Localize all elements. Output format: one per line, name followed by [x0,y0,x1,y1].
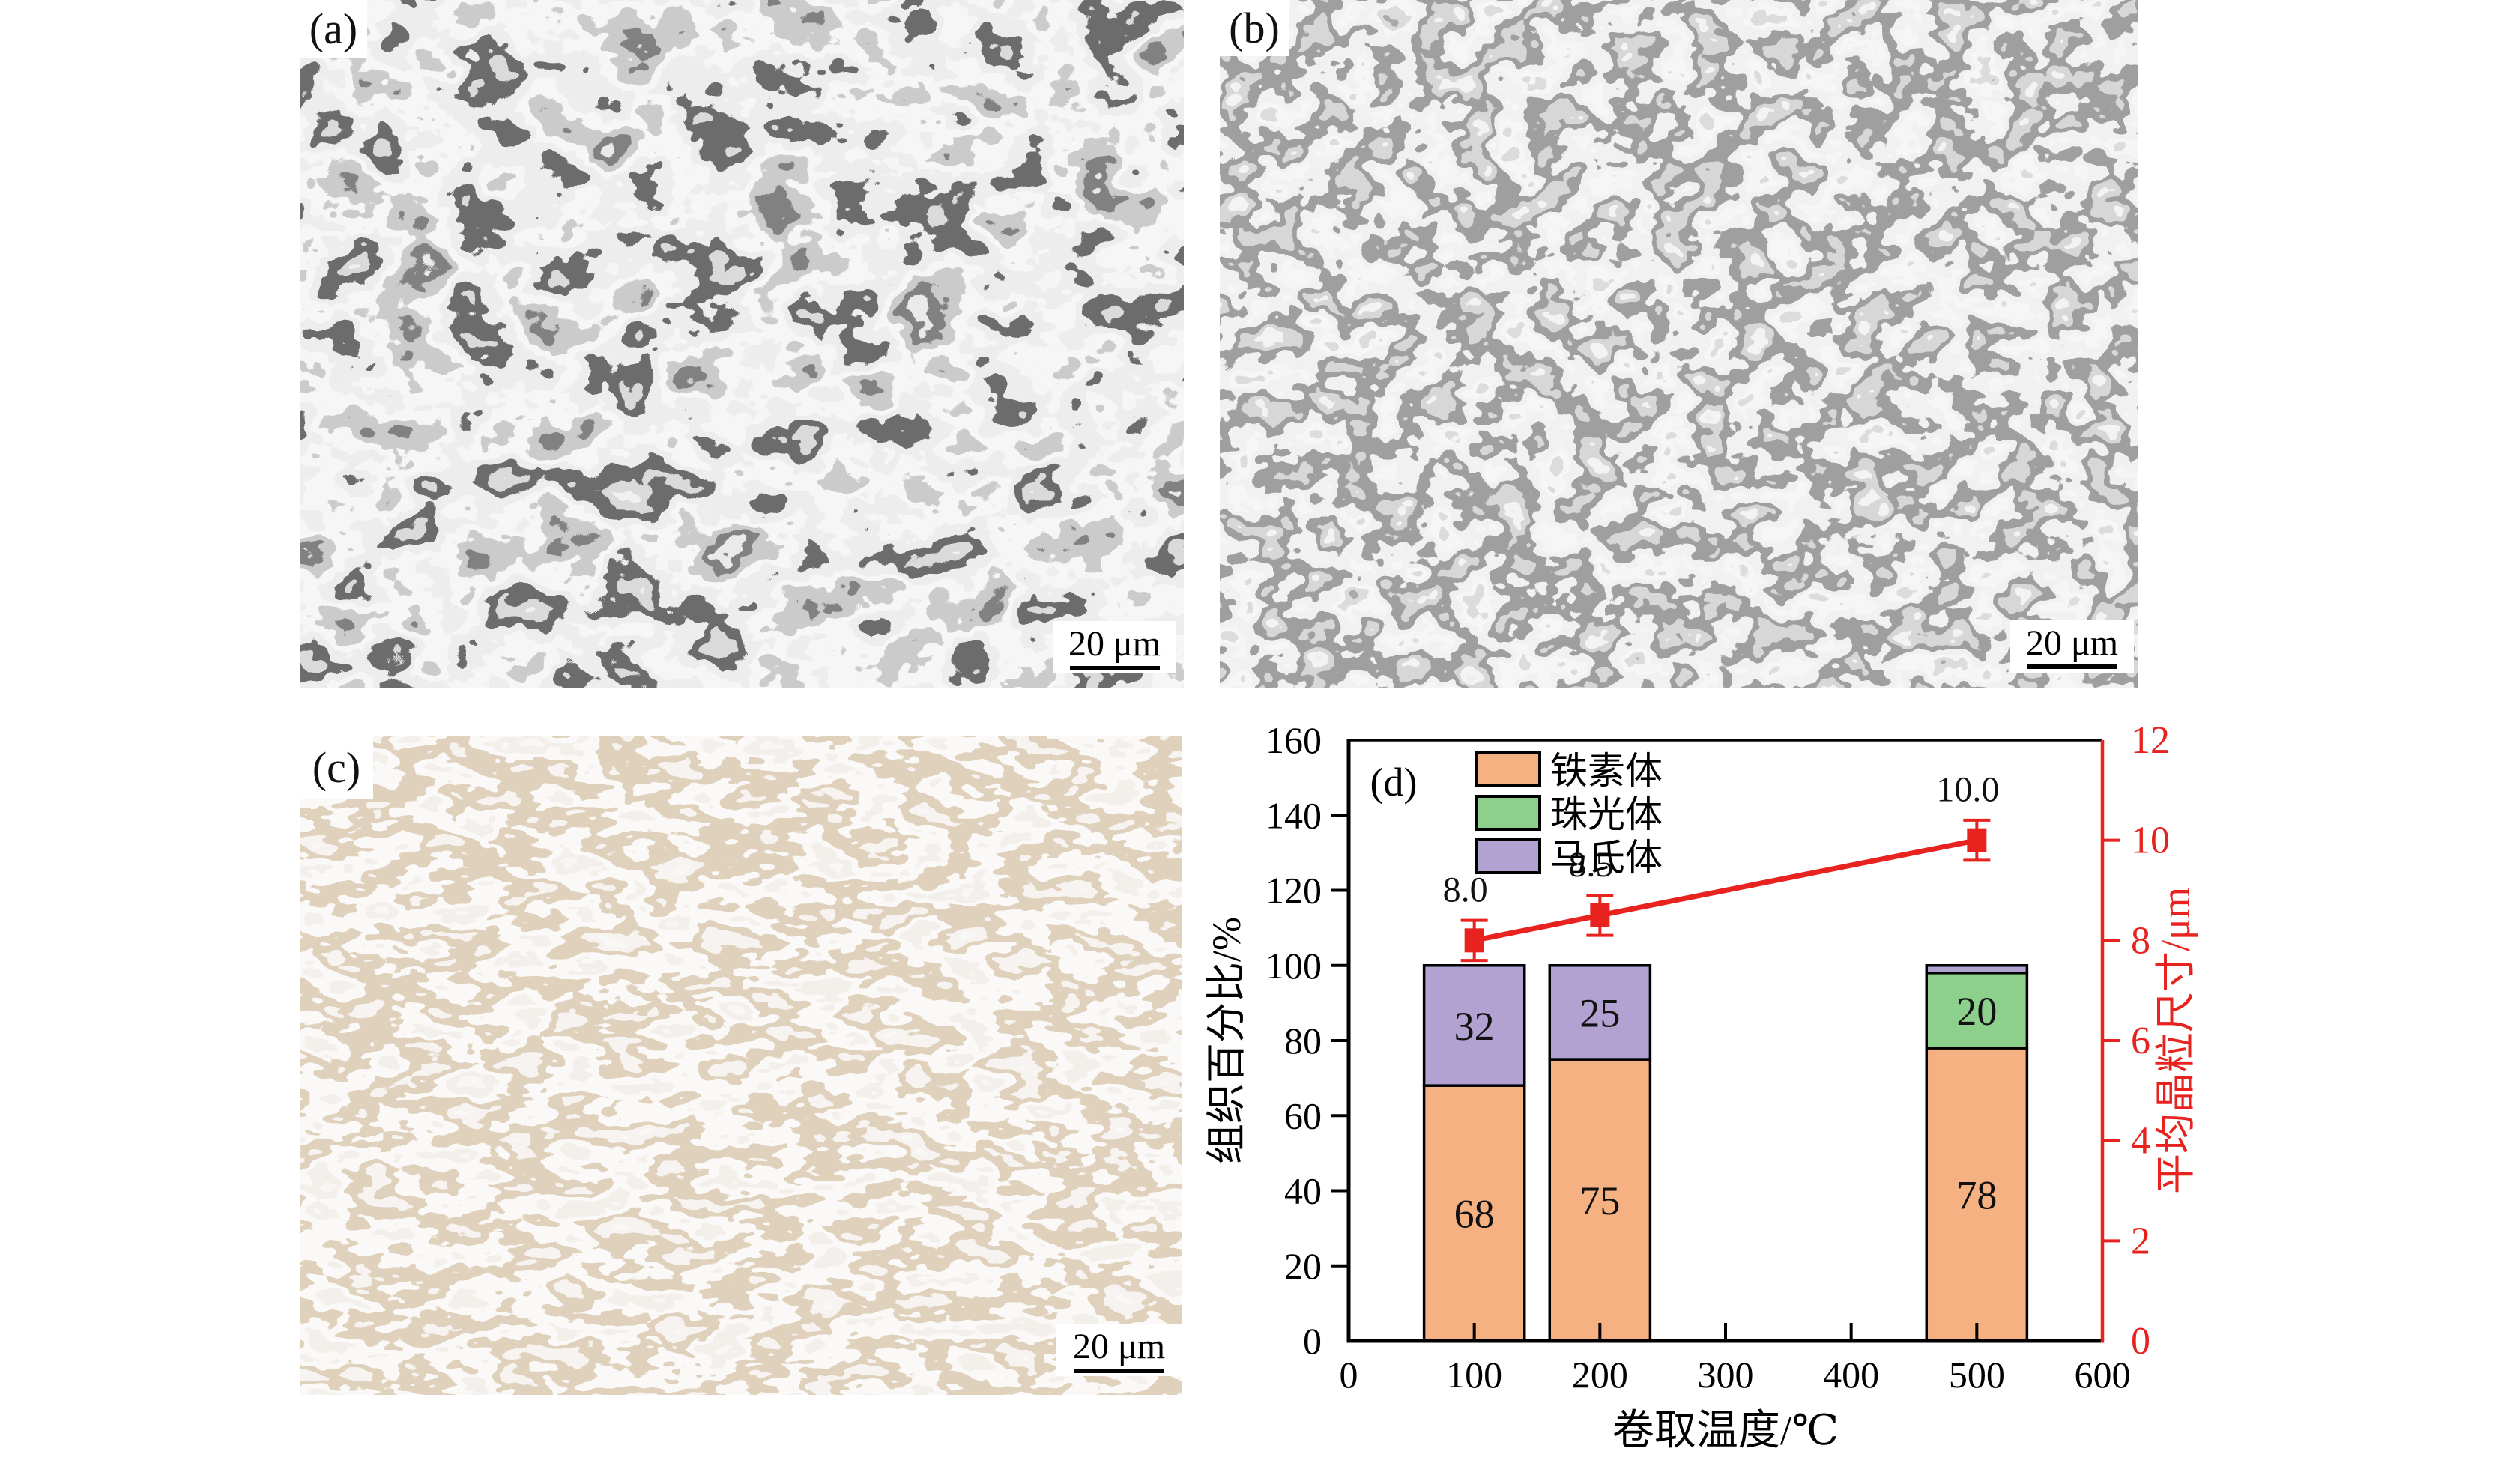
x-axis-title: 卷取温度/℃ [1612,1408,1839,1454]
y-left-tick-label: 40 [1284,1170,1322,1212]
y-left-tick-label: 160 [1265,719,1322,761]
panel-d-label: (d) [1370,760,1418,805]
y-right-axis-title: 平均晶粒尺寸/μm [2153,887,2198,1194]
x-axis: 0 100 200 300 400 500 600 卷取温度/℃ [1340,1323,2131,1454]
panel-a-label: (a) [300,0,367,58]
panel-a-label-text: (a) [309,4,358,53]
bar-segment [1925,972,2029,1050]
panel-b-scalebar: 20 μm [2010,620,2134,673]
line-value-label: 8.0 [1443,870,1488,909]
x-tick-label: 100 [1446,1354,1502,1396]
panel-a-scalebar-line [1069,665,1160,670]
micrograph-b-texture [1220,0,2138,688]
panel-c-label: (c) [300,736,373,799]
y-left-tick-label: 140 [1265,794,1322,836]
y-right-tick-label: 8 [2131,919,2150,962]
panel-b-label-text: (b) [1229,4,1280,52]
legend-label: 珠光体 [1550,793,1663,835]
line-marker [1464,928,1484,953]
micrograph-c-texture [300,736,1182,1395]
bar-segment-value: 32 [1454,1004,1495,1049]
line-marker [1590,903,1610,927]
y-left-tick-label: 60 [1284,1094,1322,1136]
micrograph-panel-a: (a) 20 μm [300,0,1184,688]
y-left-tick-label: 80 [1284,1020,1322,1061]
x-tick-label: 0 [1340,1354,1358,1396]
stacked-bars: 68 32 75 25 78 20 [1422,964,2029,1342]
y-left-axis-title: 组织百分比/% [1204,917,1249,1164]
micrograph-a-texture [300,0,1184,688]
x-tick-label: 300 [1698,1354,1754,1396]
y-right-tick-label: 2 [2131,1220,2150,1262]
legend-swatch [1475,751,1541,787]
bar-segment [1422,964,1526,1087]
panel-c-label-text: (c) [312,743,361,792]
line-marker [1967,828,1987,852]
line-value-label: 10.0 [1936,770,1999,810]
bar-segment [1548,964,1652,1061]
y-right-tick-label: 4 [2131,1120,2150,1163]
x-tick-label: 400 [1823,1354,1879,1396]
legend-swatch [1475,838,1541,874]
panel-c-scalebar: 20 μm [1056,1324,1182,1376]
y-right-tick-label: 12 [2131,719,2170,762]
panel-c-scalebar-text: 20 μm [1072,1327,1166,1367]
bar-segment-value: 25 [1579,990,1620,1035]
bar-segment-value: 68 [1454,1192,1495,1237]
bar-segment [1925,964,2029,975]
y-left-tick-label: 20 [1284,1245,1322,1287]
micrograph-panel-b: (b) 20 μm [1220,0,2138,688]
panel-d-chart: 68 32 75 25 78 20 0 100 200 300 400 500 600 卷取温度/℃ 0 20… [1169,712,2252,1484]
grain-size-line: 8.0 8.5 10.0 [1443,770,1999,963]
legend-label: 马氏体 [1550,837,1663,879]
bar-segment-value: 75 [1579,1178,1620,1223]
panel-b-label: (b) [1220,0,1289,56]
y-left-tick-label: 0 [1303,1320,1322,1362]
y-axis-left: 0 20 40 60 80 100 120 140 160 组织百分比/% [1204,719,1349,1362]
x-tick-label: 200 [1572,1354,1628,1396]
bar-segment-value: 20 [1956,989,1997,1034]
plot-frame [1346,739,2105,1343]
line-value-label: 8.5 [1568,845,1613,885]
y-right-tick-label: 0 [2131,1320,2150,1363]
y-right-tick-label: 10 [2131,820,2170,862]
x-tick-label: 600 [2075,1354,2131,1396]
panel-b-scalebar-text: 20 μm [2025,623,2119,663]
y-right-tick-label: 6 [2131,1020,2150,1062]
micrograph-panel-c: (c) 20 μm [300,736,1182,1395]
panel-a-scalebar-text: 20 μm [1068,624,1161,664]
x-tick-label: 500 [1949,1354,2005,1396]
y-left-tick-label: 100 [1265,945,1322,987]
panel-c-scalebar-line [1074,1368,1164,1373]
bar-segment-value: 78 [1956,1173,1997,1218]
bar-segment [1422,1084,1526,1342]
y-axis-right: 0 2 4 6 8 10 12 平均晶粒尺寸/μm [2102,719,2198,1363]
panel-a-scalebar: 20 μm [1053,621,1176,673]
legend-swatch [1475,795,1541,831]
y-left-tick-label: 120 [1265,870,1322,912]
legend-label: 铁素体 [1550,750,1663,792]
panel-b-scalebar-line [2027,664,2117,670]
